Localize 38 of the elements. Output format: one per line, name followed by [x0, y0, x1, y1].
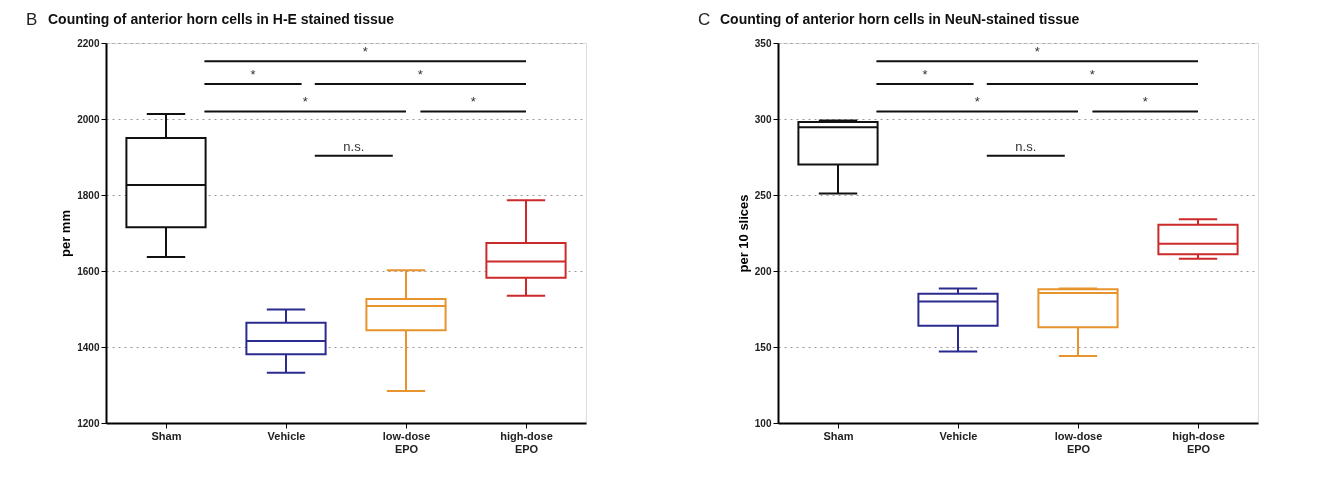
y-axis-title: per 10 slices — [735, 194, 751, 273]
y-tick-label: 300 — [754, 113, 772, 125]
y-tick-label: 100 — [754, 417, 772, 429]
y-tick-label: 1600 — [77, 265, 100, 277]
x-tick-label: Sham — [823, 429, 854, 442]
annotation: * — [362, 44, 368, 60]
y-tick-label: 250 — [754, 189, 772, 201]
y-axis-title: per mm — [58, 210, 74, 257]
x-tick-label: Sham — [151, 429, 182, 442]
x-tick-label: Vehicle — [939, 429, 978, 442]
x-tick-label: high-dose EPO — [500, 429, 553, 455]
annotation: n.s. — [1015, 138, 1037, 154]
y-tick-label: 2200 — [77, 37, 100, 49]
text: B — [26, 10, 38, 29]
y-tick-label: 200 — [754, 265, 772, 277]
annotation: * — [1034, 44, 1040, 60]
annotation: * — [417, 67, 423, 83]
y-tick-label: 150 — [754, 341, 772, 353]
annotation: * — [974, 94, 980, 110]
annotation: * — [302, 94, 308, 110]
annotation: * — [250, 67, 256, 83]
x-tick-label: high-dose EPO — [1172, 429, 1225, 455]
y-tick-label: 1200 — [77, 417, 100, 429]
annotation: * — [1089, 67, 1095, 83]
y-tick-label: 1400 — [77, 341, 100, 353]
annotation: n.s. — [343, 138, 365, 154]
text: C — [698, 10, 711, 29]
x-tick-label: Vehicle — [267, 429, 306, 442]
x-tick-label: low-dose EPO — [382, 429, 431, 455]
chart-title: Counting of anterior horn cells in NeuN-stained tissue — [720, 11, 1080, 27]
y-tick-label: 350 — [754, 37, 772, 49]
x-tick-label: low-dose EPO — [1054, 429, 1103, 455]
annotation: * — [1142, 94, 1148, 110]
annotation: * — [922, 67, 928, 83]
annotation: * — [470, 94, 476, 110]
chart-title: Counting of anterior horn cells in H-E stained tissue — [48, 11, 395, 27]
y-tick-label: 2000 — [77, 113, 100, 125]
y-tick-label: 1800 — [77, 189, 100, 201]
